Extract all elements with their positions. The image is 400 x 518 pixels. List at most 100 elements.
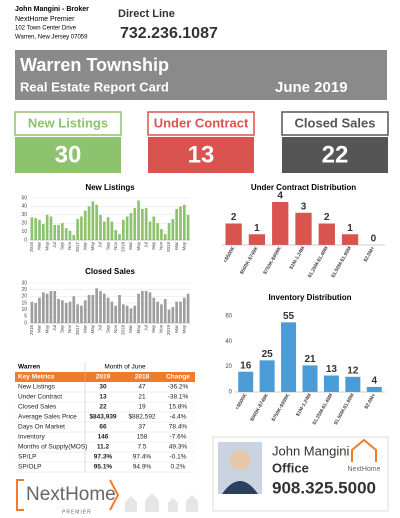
bar — [102, 293, 106, 323]
bar — [83, 300, 87, 323]
x-tick-label: $1.50M-$1.99M — [333, 393, 356, 426]
y-tick-label: 60 — [225, 314, 232, 320]
bar — [238, 371, 254, 392]
table-cell: -4.4% — [170, 414, 187, 421]
card-value: 30 — [55, 141, 82, 168]
bar — [61, 300, 64, 323]
office-phone: 908.325.5000 — [272, 478, 376, 497]
y-tick-label: 50 — [21, 195, 27, 201]
data-label: 2 — [231, 212, 237, 223]
table-cell: 97.4% — [133, 454, 152, 461]
data-label: 3 — [301, 201, 307, 212]
bar — [102, 221, 106, 240]
logo-chevron — [109, 479, 120, 511]
table-cell: 66 — [99, 424, 107, 431]
bar — [72, 296, 76, 323]
direct-label: Direct Line — [118, 8, 175, 20]
x-tick-label: Sep — [105, 325, 110, 334]
table-cell: 95.1% — [94, 464, 113, 471]
card-label-box — [281, 111, 389, 136]
bar — [95, 204, 98, 240]
bar — [91, 201, 95, 240]
card-label: Closed Sales — [295, 115, 376, 130]
bar — [57, 224, 60, 240]
card-value: 22 — [322, 141, 349, 168]
data-label: 12 — [347, 365, 359, 376]
bar — [133, 305, 137, 323]
x-tick-label: 2017 — [75, 325, 80, 336]
bar — [179, 301, 182, 323]
table-header: Change — [166, 374, 190, 381]
table-cell: New Listings — [18, 384, 56, 391]
bar — [167, 309, 171, 323]
x-tick-label: Mar — [82, 241, 87, 249]
bar — [182, 297, 186, 323]
table-cell: 0.2% — [171, 464, 186, 471]
bar — [80, 305, 83, 323]
bar — [171, 307, 175, 323]
bar — [156, 301, 159, 323]
bar — [95, 288, 98, 323]
bar — [179, 206, 182, 240]
y-tick-label: 30 — [21, 212, 27, 218]
table-cell: Average Sales Price — [18, 414, 77, 421]
x-tick-label: May — [181, 241, 186, 250]
bar — [34, 218, 38, 240]
card-value-box — [148, 137, 254, 173]
banner — [15, 50, 387, 100]
bar — [45, 214, 49, 240]
bar — [144, 208, 148, 240]
table-cell: SP/OLP — [18, 464, 41, 471]
x-tick-label: Nov — [67, 241, 72, 250]
bar — [53, 291, 57, 323]
table-cell: 78.4% — [169, 424, 188, 431]
x-tick-label: Jul — [52, 325, 57, 331]
bar — [259, 360, 275, 392]
y-tick-label: 10 — [21, 229, 27, 235]
table-cell: 19 — [138, 404, 146, 411]
x-tick-label: Jul — [98, 242, 103, 248]
x-tick-label: Sep — [151, 242, 156, 251]
bar — [76, 304, 79, 323]
bar — [141, 291, 144, 323]
bar — [87, 206, 91, 240]
bar — [129, 213, 133, 240]
bar — [129, 308, 133, 323]
bar — [118, 295, 121, 323]
table-cell: 30 — [99, 384, 107, 391]
bar — [175, 301, 178, 323]
y-tick-label: 40 — [21, 204, 27, 210]
data-label: 21 — [304, 354, 316, 365]
x-tick-label: Mar — [37, 241, 42, 249]
bar — [99, 291, 102, 323]
x-tick-label: Jul — [98, 325, 103, 331]
data-label: 4 — [372, 376, 378, 387]
table-cell: 21 — [138, 394, 146, 401]
bar — [156, 223, 159, 240]
x-tick-label: Mar — [128, 241, 133, 249]
bar — [76, 219, 79, 240]
bar — [144, 291, 148, 323]
x-tick-label: Sep — [60, 242, 65, 251]
bar — [64, 228, 68, 240]
table-cell: 37 — [138, 424, 146, 431]
data-label: 1 — [254, 223, 260, 234]
y-tick-label: 20 — [225, 364, 232, 370]
y-tick-label: 0 — [24, 237, 27, 243]
x-tick-label: $1M-1.24M — [295, 393, 313, 418]
table-cell: 94.9% — [133, 464, 152, 471]
bar — [68, 230, 72, 240]
x-tick-label: May — [90, 241, 95, 250]
bar — [137, 293, 140, 323]
agent-face — [230, 450, 250, 470]
table-header: 2018 — [135, 374, 150, 381]
bar — [91, 295, 95, 323]
table-cell: $882,592 — [128, 414, 155, 421]
bar — [114, 229, 118, 240]
data-label: 4 — [277, 191, 283, 202]
table-cell: Under Contract — [18, 394, 62, 401]
y-tick-label: 5 — [24, 314, 27, 320]
x-tick-label: $750K-$999K — [271, 392, 292, 422]
bar — [225, 223, 242, 245]
